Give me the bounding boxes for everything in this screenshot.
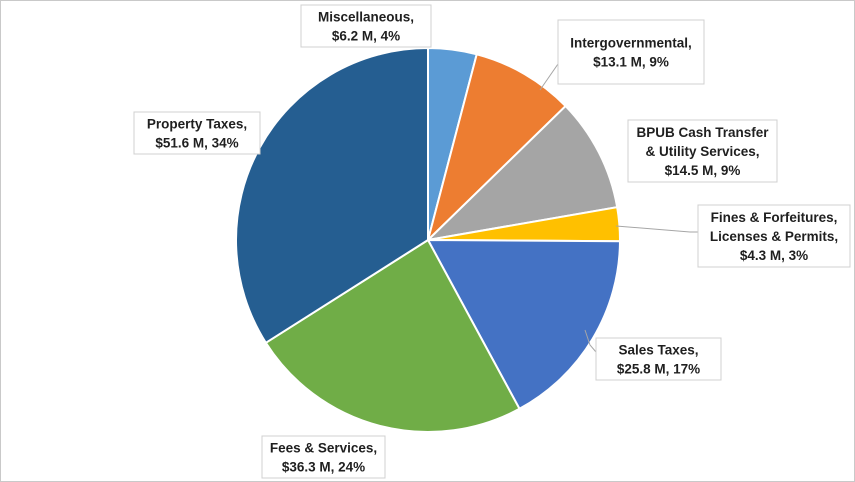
data-label-text: Fees & Services, — [270, 441, 377, 456]
data-label-3: Fines & Forfeitures, Licenses & Permits, $… — [697, 204, 851, 268]
pie-slice-5 — [264, 238, 521, 433]
data-label-text: $13.1 M, 9% — [593, 55, 669, 70]
data-label-1: Intergovernmental, $13.1 M, 9% — [557, 19, 705, 85]
data-label-text: Sales Taxes, — [618, 343, 698, 358]
data-label-4: Sales Taxes, $25.8 M, 17% — [595, 337, 722, 381]
data-label-text: Licenses & Permits, — [710, 229, 838, 244]
data-label-box-6 — [133, 111, 261, 155]
data-label-text: Property Taxes, — [147, 117, 247, 132]
pie-slice-1 — [426, 53, 567, 244]
data-label-text: $4.3 M, 3% — [740, 248, 808, 263]
data-label-5: Fees & Services, $36.3 M, 24% — [261, 435, 386, 479]
data-label-box-1 — [557, 19, 705, 85]
data-label-text: & Utility Services, — [645, 144, 759, 159]
pie-slice-4 — [426, 238, 622, 411]
data-label-text: Intergovernmental, — [570, 36, 692, 51]
data-label-6: Property Taxes, $51.6 M, 34% — [133, 111, 261, 155]
data-label-text: Fines & Forfeitures, — [711, 210, 838, 225]
data-label-box-4 — [595, 337, 722, 381]
leader-line-1 — [539, 63, 560, 91]
data-label-text: Miscellaneous, — [318, 10, 414, 25]
pie-slice-2 — [424, 104, 619, 242]
data-label-box-3 — [697, 204, 851, 268]
data-label-text: $36.3 M, 24% — [282, 460, 365, 475]
data-label-0: Miscellaneous, $6.2 M, 4% — [300, 4, 432, 48]
data-label-text: $6.2 M, 4% — [332, 29, 400, 44]
data-label-text: BPUB Cash Transfer — [636, 125, 769, 140]
leader-line-3 — [615, 225, 698, 233]
data-label-2: BPUB Cash Transfer & Utility Services, $14… — [627, 119, 778, 183]
leader-line-4 — [584, 329, 597, 353]
data-label-box-0 — [300, 4, 432, 48]
data-label-text: $25.8 M, 17% — [617, 362, 700, 377]
data-label-box-2 — [627, 119, 778, 183]
data-labels: Miscellaneous, $6.2 M, 4% Intergovernmenta… — [133, 4, 851, 479]
pie-slices — [235, 46, 622, 433]
data-label-text: $51.6 M, 34% — [155, 136, 238, 151]
data-label-box-5 — [261, 435, 386, 479]
data-label-text: $14.5 M, 9% — [665, 163, 741, 178]
